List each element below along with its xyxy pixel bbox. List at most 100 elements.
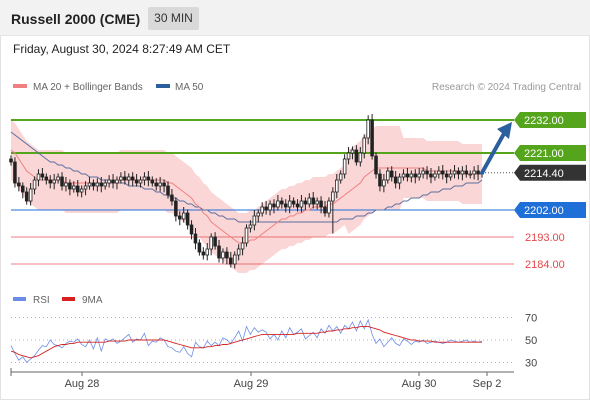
candle-body <box>221 251 225 259</box>
candle-body <box>374 155 378 175</box>
candle-body <box>225 251 229 259</box>
candle-body <box>13 161 17 184</box>
level-label-2184.00: 2184.00 <box>525 259 565 271</box>
candle-body <box>111 179 115 184</box>
candle-body <box>444 173 449 178</box>
candle-body <box>272 203 276 208</box>
candle-body <box>79 188 84 193</box>
candle-body <box>99 182 104 187</box>
candle-body <box>307 197 312 205</box>
candle-body <box>260 206 264 214</box>
candle-body <box>68 182 72 190</box>
ma20-legend-swatch <box>13 84 27 88</box>
candle-body <box>327 200 331 214</box>
candle-body <box>56 176 60 181</box>
candle-body <box>464 170 469 175</box>
level-tag-2221.00 <box>514 145 586 161</box>
rsi-legend-label: RSI <box>33 295 50 306</box>
candle-body <box>244 227 249 244</box>
candle-body <box>119 176 123 181</box>
candle-body <box>362 137 367 154</box>
candle-body <box>397 176 402 184</box>
candle-body <box>331 191 335 202</box>
instrument-title: Russell 2000 (CME) <box>11 11 141 27</box>
candle-body <box>252 215 257 226</box>
candle-body <box>452 170 457 175</box>
candle-body <box>354 149 359 163</box>
candle-body <box>456 170 461 175</box>
ma20-legend-label: MA 20 + Bollinger Bands <box>33 82 143 93</box>
candle-body <box>240 242 245 250</box>
candle-body <box>174 200 178 217</box>
candle-body <box>130 176 135 181</box>
time-tick-label: Sep 2 <box>473 378 502 390</box>
header-bar: Russell 2000 (CME) 30 MIN <box>0 0 590 36</box>
candle-body <box>72 185 76 190</box>
credit-label: Research © 2024 Trading Central <box>432 82 581 93</box>
rsi-ma9-line <box>10 326 482 359</box>
time-tick-label: Aug 30 <box>402 378 437 390</box>
candle-body <box>393 176 398 184</box>
candle-body <box>433 173 437 178</box>
candle-body <box>421 170 425 175</box>
candle-body <box>213 236 217 247</box>
candle-body <box>460 170 465 175</box>
candle-body <box>389 170 394 178</box>
candle-body <box>476 170 480 175</box>
candle-body <box>232 254 237 265</box>
candle-body <box>185 212 190 226</box>
rsi-tick-label: 50 <box>525 335 537 347</box>
candle-body <box>21 185 25 193</box>
candle-body <box>64 182 68 187</box>
timeframe-badge[interactable]: 30 MIN <box>148 7 199 30</box>
candle-body <box>95 182 100 187</box>
rsi-tick-label: 30 <box>525 357 537 369</box>
level-label-2193.00: 2193.00 <box>525 232 565 244</box>
level-tag-2202.00 <box>514 202 586 218</box>
candle-body <box>472 170 476 175</box>
candle-body <box>370 119 374 157</box>
rsi-legend-swatch <box>13 297 26 301</box>
candle-body <box>9 158 13 163</box>
level-label-2202.00: 2202.00 <box>524 205 564 217</box>
candle-body <box>295 203 300 208</box>
rsi-tick-label: 70 <box>525 313 537 325</box>
forecast-arrow-head <box>497 122 512 139</box>
time-tick-label: Aug 29 <box>234 378 269 390</box>
candle-body <box>40 173 45 178</box>
candle-body <box>178 215 182 220</box>
forecast-arrow-shaft <box>480 128 508 175</box>
rsi-panel: 70 50 30 <box>10 313 537 369</box>
time-tick-label: Aug 28 <box>65 378 100 390</box>
candle-body <box>417 173 421 178</box>
candle-body <box>335 179 339 193</box>
candle-body <box>283 203 288 208</box>
level-label-2214.40: 2214.40 <box>524 168 564 180</box>
candle-body <box>83 185 88 190</box>
candle-body <box>154 182 158 187</box>
candle-body <box>115 179 119 184</box>
candle-body <box>429 173 433 178</box>
candle-body <box>401 173 406 178</box>
candle-body <box>87 182 92 187</box>
candle-body <box>60 176 64 187</box>
ma50-legend-label: MA 50 <box>175 82 204 93</box>
candle-body <box>138 179 143 184</box>
candle-body <box>91 182 96 187</box>
candle-body <box>205 248 210 256</box>
report-datetime: Friday, August 30, 2024 8:27:49 AM CET <box>13 42 231 56</box>
candle-body <box>48 179 53 184</box>
level-label-2221.00: 2221.00 <box>524 148 564 160</box>
candle-body <box>311 197 315 205</box>
candle-body <box>146 176 151 181</box>
candle-body <box>264 206 268 211</box>
candle-body <box>323 206 327 214</box>
candle-body <box>44 176 49 181</box>
candle-body <box>315 200 319 205</box>
candle-body <box>229 257 233 265</box>
ma9-legend-label: 9MA <box>82 295 103 306</box>
candle-body <box>280 200 284 205</box>
candle-body <box>268 203 272 211</box>
candle-body <box>150 179 155 184</box>
candle-body <box>158 182 162 187</box>
